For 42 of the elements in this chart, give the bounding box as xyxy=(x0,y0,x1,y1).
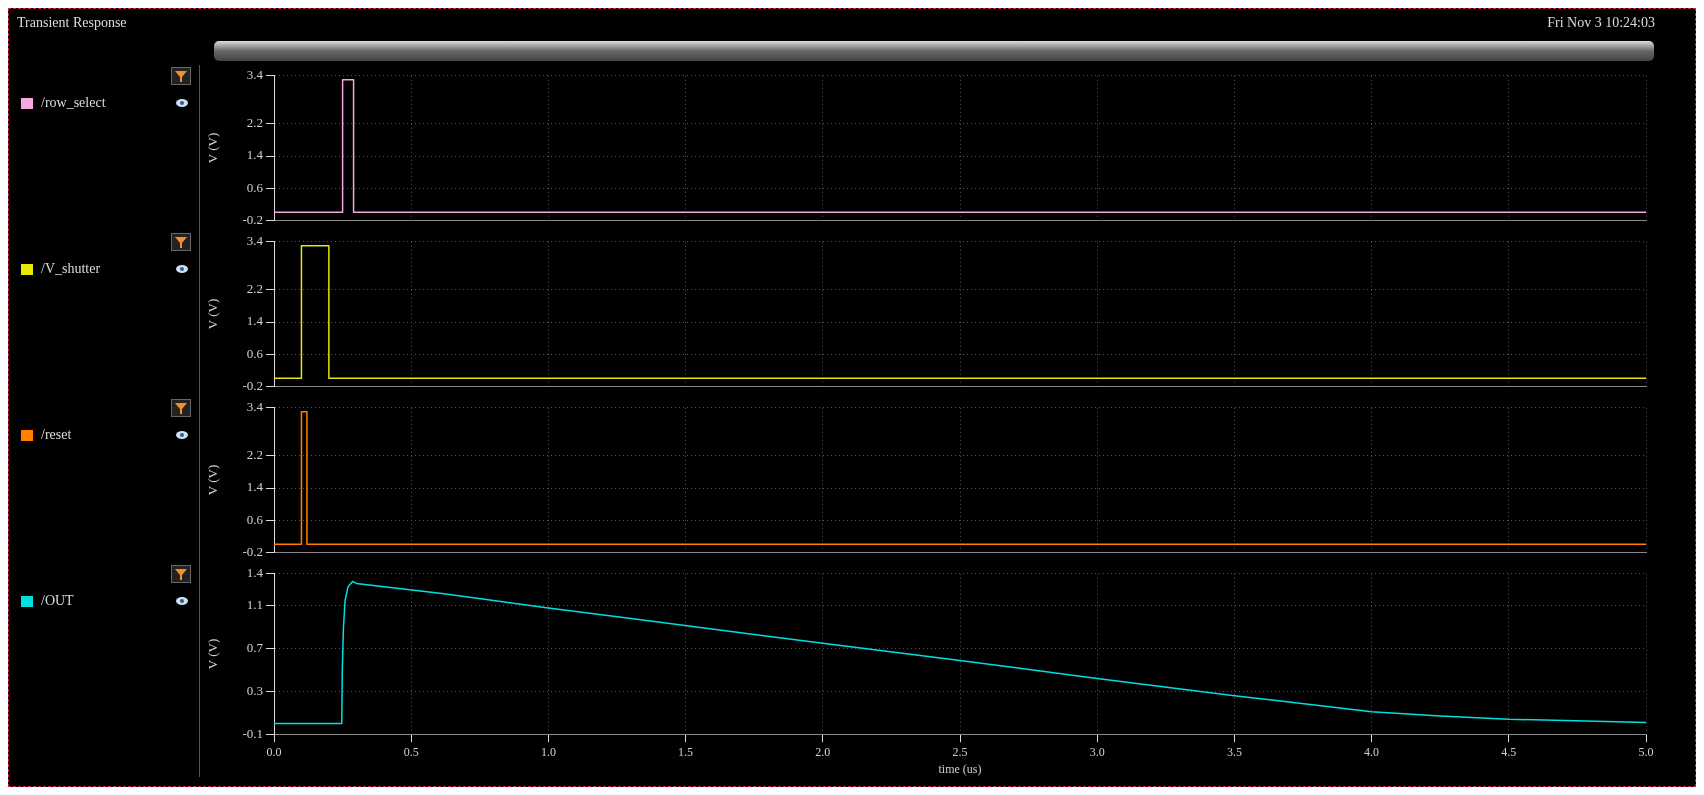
x-tick-label: 4.0 xyxy=(1364,744,1380,759)
x-tick-label: 2.5 xyxy=(952,744,968,759)
x-tick-label: 1.5 xyxy=(678,744,694,759)
y-tick-label: 3.4 xyxy=(246,233,264,249)
y-tick-label: -0.1 xyxy=(242,725,263,741)
legend-label: /row_select xyxy=(41,95,106,111)
text: Fri Nov 3 10:24:03 xyxy=(1547,15,1655,32)
y-tick-label: -0.2 xyxy=(242,543,263,559)
y-tick-label: 1.4 xyxy=(246,147,264,163)
y-tick-label: 2.2 xyxy=(246,447,263,463)
x-tick-label: 2.0 xyxy=(815,744,831,759)
y-tick-label: 0.3 xyxy=(246,682,263,698)
x-tick-label: 3.5 xyxy=(1226,744,1242,759)
y-tick-label: 2.2 xyxy=(246,115,263,131)
y-tick-label: 3.4 xyxy=(246,399,264,415)
y-tick-label: -0.2 xyxy=(242,377,263,393)
x-tick-label: 4.5 xyxy=(1501,744,1517,759)
y-tick-label: 0.6 xyxy=(246,345,264,361)
legend-label: /OUT xyxy=(41,593,74,609)
y-axis-title: V (V) xyxy=(205,464,221,496)
legend-label: /V_shutter xyxy=(41,261,101,277)
y-axis-title: V (V) xyxy=(205,132,221,164)
text: Transient Response xyxy=(17,15,127,32)
y-tick-label: 1.4 xyxy=(246,313,264,329)
x-tick-label: 1.0 xyxy=(540,744,556,759)
x-tick-label: 0.5 xyxy=(403,744,419,759)
y-tick-label: 1.4 xyxy=(246,565,264,581)
y-tick-label: 1.1 xyxy=(246,597,263,613)
x-tick-label: 3.0 xyxy=(1089,744,1105,759)
x-axis-title: time (us) xyxy=(938,761,982,776)
y-tick-label: -0.2 xyxy=(242,211,263,227)
y-axis-title: V (V) xyxy=(205,638,221,670)
y-tick-label: 0.6 xyxy=(246,179,264,195)
y-axis-title: V (V) xyxy=(205,298,221,330)
y-tick-label: 0.7 xyxy=(246,640,264,656)
x-tick-label: 5.0 xyxy=(1638,744,1654,759)
y-tick-label: 3.4 xyxy=(246,67,264,83)
y-tick-label: 0.6 xyxy=(246,511,264,527)
y-tick-label: 2.2 xyxy=(246,281,263,297)
x-tick-label: 0.0 xyxy=(266,744,282,759)
legend-label: /reset xyxy=(41,427,72,443)
y-tick-label: 1.4 xyxy=(246,479,264,495)
